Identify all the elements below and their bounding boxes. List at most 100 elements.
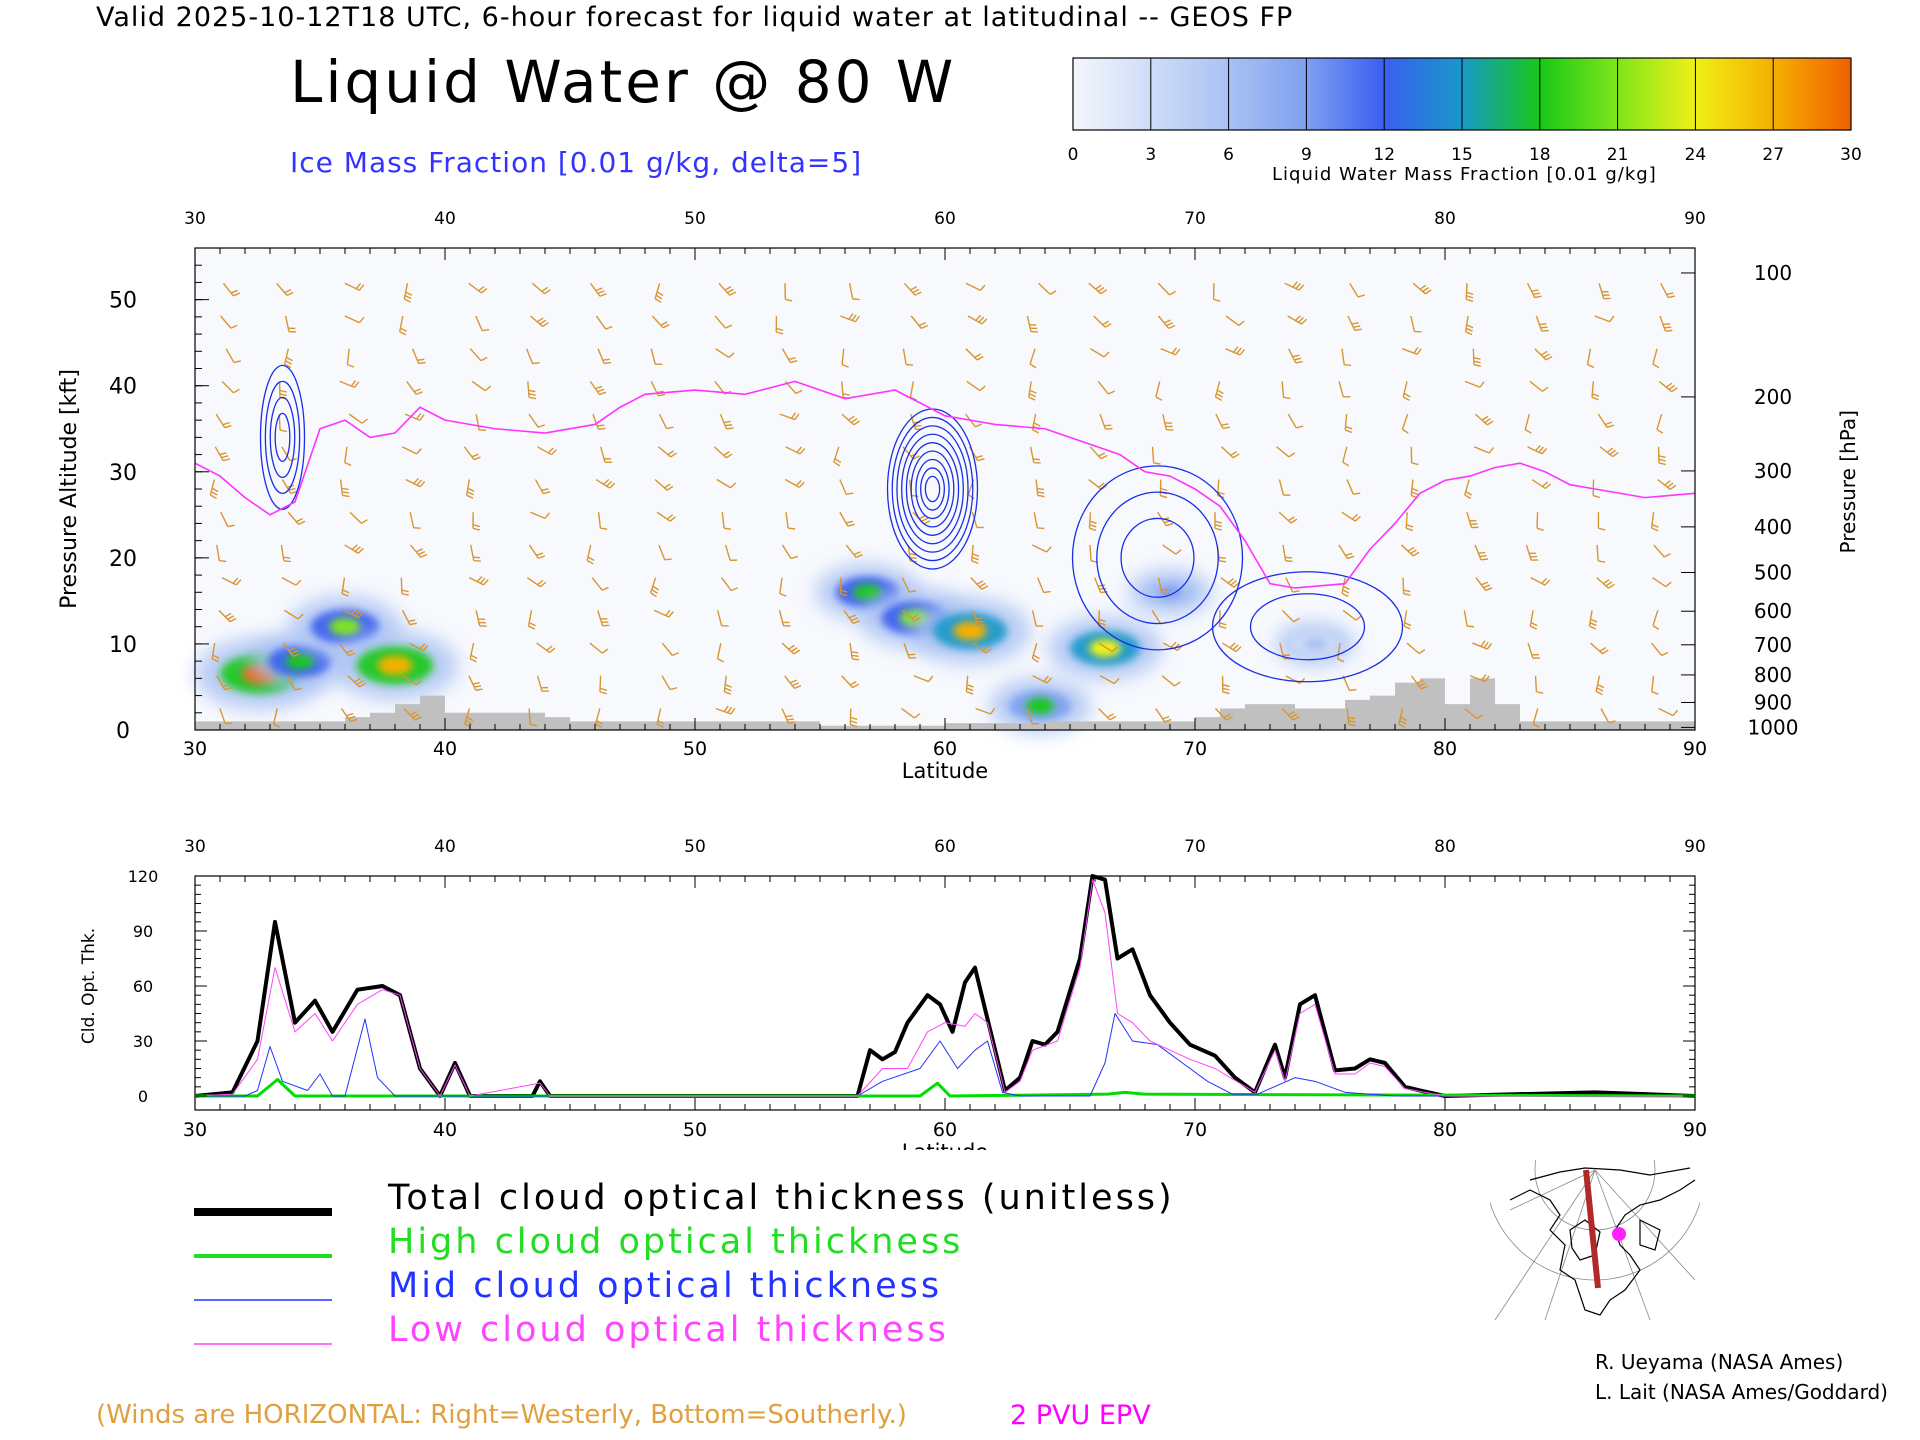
x-tick-label-top: 70 [1184,209,1206,229]
wind-barb [1160,347,1181,356]
wind-barb [1534,348,1553,361]
wind-barb [341,577,350,597]
ice-contour [1071,465,1244,651]
colorbar-tick-label: 0 [1068,145,1079,165]
wind-barb [1536,512,1544,531]
wind-barb [1284,281,1305,291]
x-tick-label-top: 80 [1434,209,1456,229]
opt-y-tick-label: 90 [133,922,153,941]
wind-barb [849,642,860,661]
wind-barb [469,642,478,663]
opt-x-tick-label-bottom: 50 [683,1119,707,1141]
wind-barb [661,642,680,657]
wind-barb [1410,446,1419,466]
wind-barb [1656,413,1664,434]
wind-barb [220,315,238,329]
wind-barb [1089,446,1108,460]
wind-barb [1098,642,1118,653]
credit-line-2: L. Lait (NASA Ames/Goddard) [1595,1380,1888,1404]
wind-barb [344,544,364,554]
wind-barb [661,675,678,691]
wind-barb [1474,544,1489,561]
opt-x-tick-label-top: 80 [1434,837,1456,857]
wind-barb [1534,675,1544,694]
y-axis-label: Pressure Altitude [kft] [57,369,82,609]
series-line-1 [195,1078,1696,1098]
wind-barb [408,642,429,652]
wind-barb [215,413,232,429]
wind-barb [599,675,607,695]
wind-barb [1278,479,1291,496]
wind-barb [839,479,854,495]
wind-barb [785,512,796,530]
opt-x-tick-label-bottom: 90 [1683,1119,1707,1141]
liquid-water-core [1158,585,1182,599]
wind-barb [1031,610,1044,627]
opt-x-tick-label-top: 70 [1184,837,1206,857]
series-line-3 [194,879,1695,1097]
wind-barb [1031,544,1052,553]
ice-contour [920,467,945,511]
wind-barb [1463,610,1475,628]
legend-label-high: High cloud optical thickness [388,1222,964,1262]
wind-barb [1281,707,1300,721]
wind-barb [901,577,917,593]
pressure-tick-label: 500 [1754,560,1792,584]
wind-barb [468,282,488,294]
top-title: Valid 2025-10-12T18 UTC, 6-hour forecast… [96,2,1294,33]
wind-barb [1594,315,1615,323]
opt-x-tick-label-bottom: 30 [183,1119,207,1141]
wind-barb [592,413,606,430]
wind-barb [781,544,798,560]
colorbar-tick-label: 12 [1373,145,1395,165]
ice-contour [896,425,969,553]
wind-barb [402,675,422,686]
ice-contour [915,458,950,520]
legend-label-low: Low cloud optical thickness [388,1310,949,1350]
wind-barb [1338,381,1351,398]
wind-barb [779,577,787,597]
wind-barb [966,380,986,392]
wind-barb [1220,577,1240,588]
x-tick-label-bottom: 80 [1433,738,1457,760]
wind-barb [1099,413,1113,430]
wind-barb [716,478,737,489]
wind-barb [286,675,302,691]
wind-barb [1592,479,1601,499]
wind-barb [283,348,293,369]
wind-barb [528,544,546,559]
wind-barb [589,642,609,654]
wind-barb [530,511,550,520]
wind-barb [339,479,350,498]
wind-barb [340,708,358,723]
wind-barb [965,348,984,361]
wind-barb [1155,381,1163,401]
series-line-2 [195,1013,1695,1097]
wind-barb [1276,446,1296,458]
wind-barb [1281,609,1301,623]
wind-barb [775,315,784,335]
wind-barb [1398,708,1408,728]
wind-barb [1410,479,1419,499]
wind-barb [1287,348,1303,364]
wind-barb [589,381,607,396]
wind-barb [845,544,863,559]
colorbar-tick-label: 15 [1451,145,1473,165]
colorbar-tick-label: 6 [1223,145,1234,165]
wind-barb [967,314,988,325]
ice-contour [910,450,955,528]
wind-barb [1529,610,1538,630]
credit-line-1: R. Ueyama (NASA Ames) [1595,1350,1844,1374]
map-track [1583,1169,1601,1289]
y-tick-label: 50 [109,289,137,314]
wind-barb [1346,479,1361,495]
y-tick-label: 10 [109,633,137,658]
wind-barb [721,577,738,592]
wind-barb [1653,544,1671,558]
wind-barb [781,708,796,724]
wind-barb [1342,609,1362,621]
wind-barb [1214,512,1222,531]
wind-barb [1535,315,1549,332]
wind-barb [840,313,861,323]
x-tick-label-top: 40 [434,209,456,229]
